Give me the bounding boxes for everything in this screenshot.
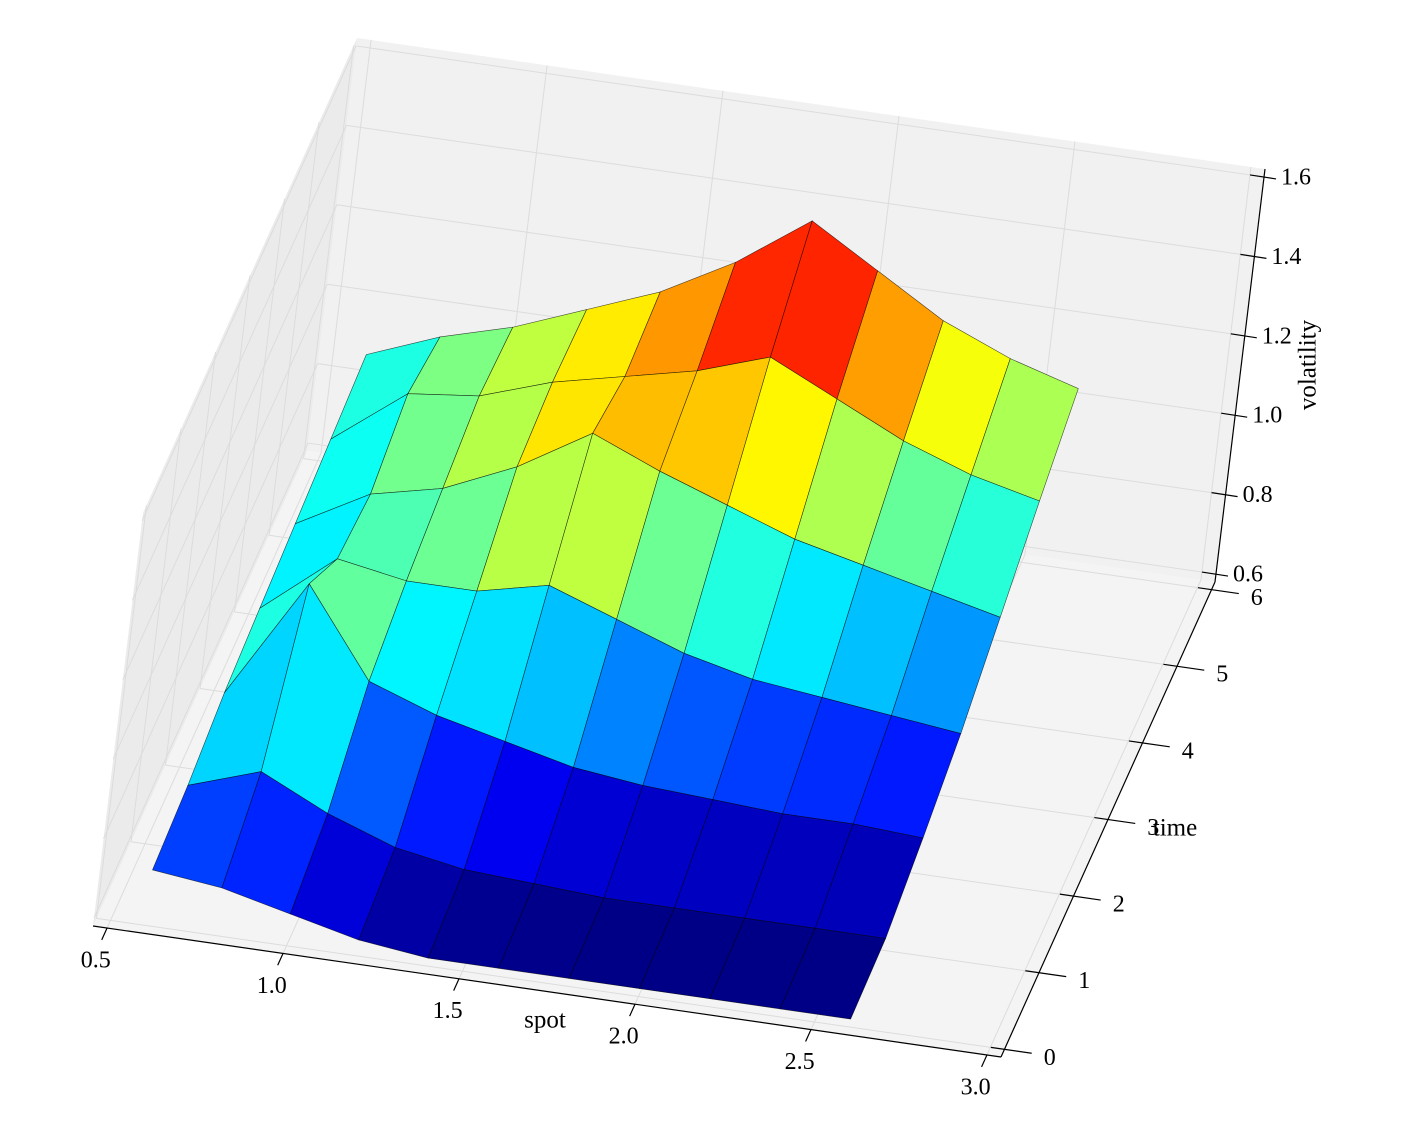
z-tick [1240, 253, 1267, 259]
x-tick-label: 0.5 [81, 947, 111, 973]
x-axis-line [92, 925, 1002, 1058]
x-axis-title: spot [524, 1007, 566, 1034]
axes: 0.5 1.0 1.5 2.0 2.5 3.0 0 1 2 3 4 5 60.6 0.8 1.0 1.2 1.4… [81, 164, 1311, 1100]
z-tick-label: 1.0 [1252, 403, 1282, 429]
y-tick [1163, 663, 1205, 671]
grid-line [355, 45, 1265, 178]
y-tick-label: 3 [1147, 815, 1159, 841]
grid-line [130, 428, 182, 842]
y-tick-label: 2 [1113, 892, 1125, 918]
grid-line [303, 45, 355, 459]
x-tick-label: 1.5 [433, 998, 463, 1024]
x-tick [277, 953, 284, 966]
z-tick-label: 0.6 [1233, 562, 1263, 588]
y-tick [1025, 970, 1067, 978]
grid-line [93, 442, 309, 919]
z-tick [1211, 492, 1238, 498]
grid-line [103, 363, 319, 839]
z-axis-title: volatility [1295, 319, 1322, 410]
x-tick [629, 1003, 636, 1017]
x-tick-label: 2.5 [785, 1049, 815, 1075]
x-tick-label: 3.0 [961, 1074, 991, 1100]
grid-line [1200, 166, 1252, 581]
z-axis-line [1214, 168, 1266, 583]
y-tick [1059, 893, 1101, 901]
grid-line [122, 204, 338, 680]
z-tick [1230, 333, 1257, 339]
z-tick-label: 1.6 [1281, 164, 1311, 190]
y-tick-label: 1 [1078, 968, 1090, 994]
y-axis-line [1000, 581, 1216, 1058]
surface-cell [779, 927, 887, 1020]
x-tick-label: 2.0 [609, 1024, 639, 1050]
grid-line [96, 917, 1005, 1050]
y-tick [1094, 816, 1136, 825]
y-tick-label: 0 [1044, 1045, 1056, 1071]
z-tick [1201, 571, 1229, 577]
surface [152, 220, 1079, 1020]
grid-line [199, 275, 251, 689]
x-tick [101, 927, 108, 941]
grid-line [164, 352, 216, 766]
z-tick-label: 0.8 [1243, 482, 1273, 508]
y-tick [990, 1046, 1032, 1054]
x-tick [453, 978, 460, 991]
grid-line [95, 505, 147, 919]
y-tick [1128, 740, 1170, 748]
grid-line [346, 124, 1255, 257]
grid-line [320, 39, 372, 454]
grid-line [234, 198, 286, 612]
y-tick-label: 6 [1251, 585, 1263, 611]
x-tick [805, 1029, 812, 1042]
grid-line [268, 122, 320, 536]
y-axis-title: time [1153, 815, 1197, 842]
y-tick-label: 4 [1182, 738, 1194, 764]
grid-line [141, 45, 357, 522]
grid-line [131, 125, 347, 601]
y-tick [1197, 587, 1239, 595]
z-tick-label: 1.4 [1271, 244, 1301, 270]
x-tick-label: 1.0 [257, 973, 287, 999]
z-tick [1249, 174, 1277, 180]
x-tick [981, 1054, 988, 1068]
z-tick-label: 1.2 [1262, 323, 1292, 349]
grid-line [112, 284, 328, 760]
y-tick-label: 5 [1216, 662, 1228, 688]
z-tick [1221, 412, 1248, 418]
